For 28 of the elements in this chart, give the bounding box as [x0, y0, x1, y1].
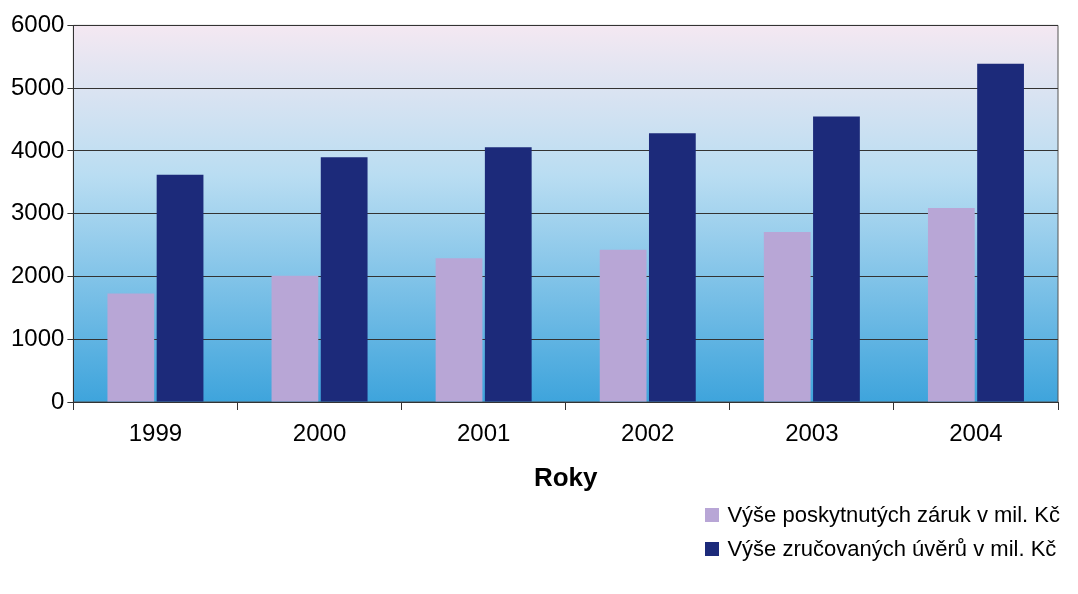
bar	[156, 174, 204, 402]
x-tick-label: 2000	[292, 419, 347, 447]
bar	[599, 249, 647, 402]
x-tick-label: 1999	[128, 419, 183, 447]
x-tick-label: 2003	[785, 419, 839, 447]
legend-label: Výše zručovaných úvěrů v mil. Kč	[727, 535, 1057, 563]
x-tick-label: 2001	[456, 419, 511, 447]
y-tick-label: 1000	[11, 323, 65, 351]
bar	[107, 293, 155, 402]
y-tick-label: 0	[51, 386, 65, 414]
legend-label: Výše poskytnutých záruk v mil. Kč	[727, 501, 1060, 529]
x-axis-title: Roky	[533, 461, 599, 492]
y-tick-label: 4000	[11, 135, 65, 163]
x-tick-label: 2004	[949, 419, 1003, 447]
bar	[813, 116, 860, 402]
bar	[763, 231, 811, 402]
bar	[435, 258, 483, 402]
bar	[320, 157, 368, 402]
bar	[927, 208, 975, 402]
bar	[484, 147, 532, 402]
bar	[977, 63, 1024, 402]
x-tick-label: 2002	[621, 419, 675, 447]
bar	[648, 133, 696, 402]
y-tick-label: 3000	[11, 198, 65, 226]
y-tick-label: 6000	[11, 10, 65, 38]
y-tick-label: 2000	[11, 261, 65, 289]
bar	[271, 275, 319, 402]
y-tick-label: 5000	[11, 72, 65, 100]
